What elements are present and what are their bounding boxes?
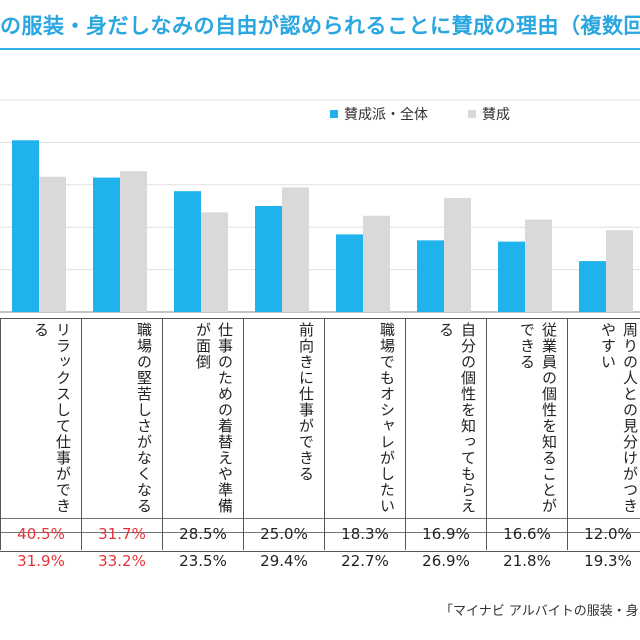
chart-title: の服装・身だしなみの自由が認められることに賛成の理由（複数回 [0, 14, 640, 38]
value-cell-series-2: 26.9% [422, 552, 470, 570]
bar-series-1-6 [498, 241, 525, 312]
table-column [243, 318, 324, 550]
value-cell-series-1: 28.5% [179, 525, 227, 543]
bar-series-2-4 [363, 215, 390, 312]
value-cell-series-1: 16.6% [503, 525, 551, 543]
table-column [162, 318, 243, 550]
legend: 賛成派・全体 賛成 [330, 104, 510, 124]
bar-series-2-2 [201, 212, 228, 312]
category-label: 仕事のための着替えや準備が面倒 [194, 322, 234, 514]
value-cell-series-2: 22.7% [341, 552, 389, 570]
bar-chart [0, 99, 640, 313]
category-label: リラックスして仕事ができる [32, 322, 72, 514]
bar-series-1-0 [12, 140, 39, 312]
table-column [81, 318, 162, 550]
legend-swatch-blue [330, 110, 338, 118]
legend-label-series-1: 賛成派・全体 [344, 107, 428, 123]
table-column [486, 318, 567, 550]
value-cell-series-2: 31.9% [17, 552, 65, 570]
category-label: 周りの人との見分けがつきやすい [599, 322, 639, 514]
value-cell-series-1: 12.0% [584, 525, 632, 543]
bar-series-2-5 [444, 197, 471, 312]
bar-series-2-3 [282, 187, 309, 312]
legend-label-series-2: 賛成 [482, 107, 510, 123]
bar-series-2-6 [525, 219, 552, 312]
table-row-divider-1 [0, 518, 640, 519]
value-cell-series-2: 19.3% [584, 552, 632, 570]
value-cell-series-1: 31.7% [98, 525, 146, 543]
bar-series-2-0 [39, 176, 66, 312]
bar-series-1-3 [255, 206, 282, 312]
value-cell-series-2: 29.4% [260, 552, 308, 570]
bar-series-1-2 [174, 191, 201, 312]
table-column [324, 318, 405, 550]
table-column [0, 318, 81, 550]
category-label: 職場の堅苦しさがなくなる [135, 322, 153, 514]
category-label: 前向きに仕事ができる [297, 322, 315, 482]
value-cell-series-1: 18.3% [341, 525, 389, 543]
table-column [567, 318, 640, 550]
table-column [405, 318, 486, 550]
table-row-divider-2 [0, 532, 640, 533]
source-note: 「マイナビ アルバイトの服装・身 [440, 604, 639, 619]
category-label: 自分の個性を知ってもらえる [437, 322, 477, 514]
legend-item-series-2: 賛成 [468, 104, 510, 124]
value-cell-series-2: 21.8% [503, 552, 551, 570]
bar-series-2-1 [120, 171, 147, 312]
legend-swatch-gray [468, 110, 476, 118]
value-cell-series-2: 23.5% [179, 552, 227, 570]
bar-series-1-5 [417, 240, 444, 312]
value-cell-series-1: 40.5% [17, 525, 65, 543]
legend-item-series-1: 賛成派・全体 [330, 104, 428, 124]
category-label: 従業員の個性を知ることができる [518, 322, 558, 514]
data-table [0, 318, 640, 552]
bar-series-1-4 [336, 234, 363, 312]
value-cell-series-1: 25.0% [260, 525, 308, 543]
title-bar: の服装・身だしなみの自由が認められることに賛成の理由（複数回 [0, 0, 640, 50]
category-label: 職場でもオシャレがしたい [378, 322, 396, 514]
value-cell-series-1: 16.9% [422, 525, 470, 543]
bar-series-1-7 [579, 261, 606, 312]
value-cell-series-2: 33.2% [98, 552, 146, 570]
bar-series-2-7 [606, 230, 633, 312]
bar-series-1-1 [93, 177, 120, 312]
